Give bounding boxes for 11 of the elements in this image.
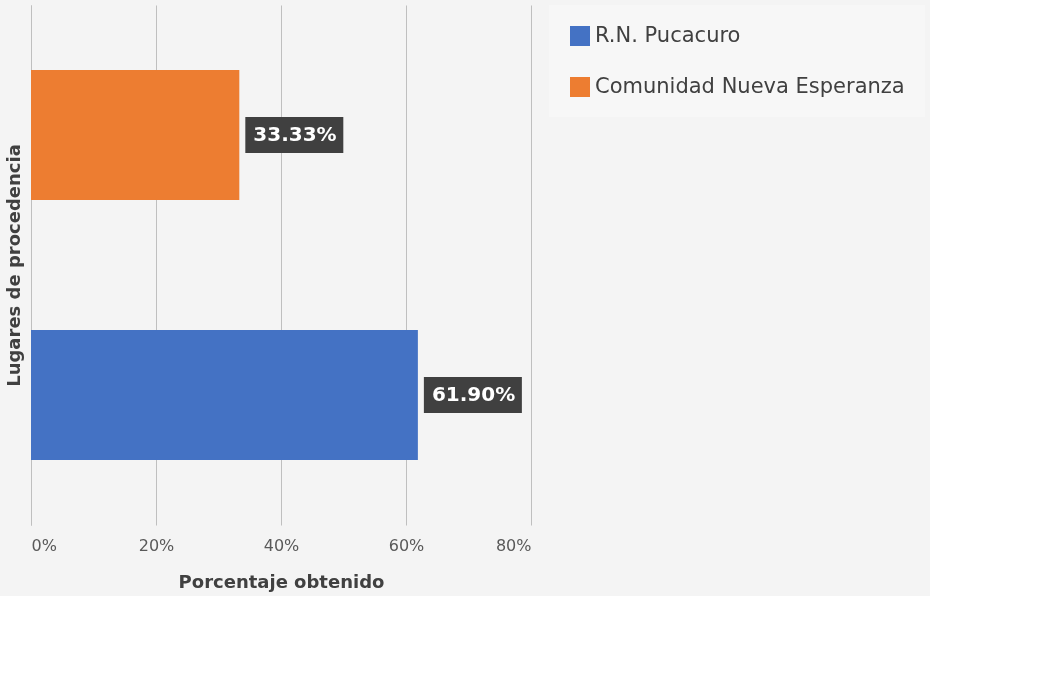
x-axis-title: Porcentaje obtenido bbox=[178, 570, 385, 592]
x-tick-label: 60% bbox=[388, 535, 425, 555]
x-tick-label: 80% bbox=[495, 535, 532, 555]
y-axis-title: Lugares de procedencia bbox=[2, 144, 24, 387]
x-tick-label: 0% bbox=[31, 535, 57, 555]
x-tick-label: 20% bbox=[138, 535, 175, 555]
x-tick-label: 40% bbox=[263, 535, 300, 555]
legend-label: Comunidad Nueva Esperanza bbox=[595, 74, 905, 98]
data-label: 33.33% bbox=[253, 122, 337, 146]
data-label: 61.90% bbox=[431, 382, 516, 406]
legend-label: R.N. Pucacuro bbox=[595, 23, 741, 47]
